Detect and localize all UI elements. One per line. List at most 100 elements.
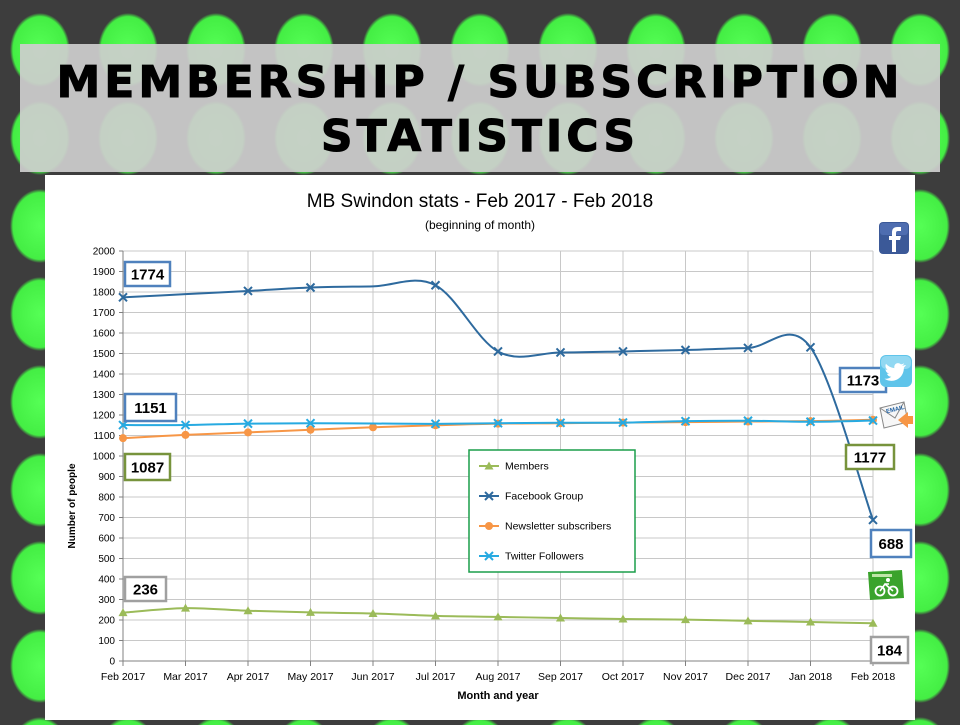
callout-layer: 1774 1151 1087 236 1173 1177 688 184 xyxy=(123,260,913,665)
x-axis-title: Month and year xyxy=(457,690,539,702)
data-point xyxy=(431,611,440,620)
facebook-icon xyxy=(879,222,909,254)
svg-text:EMAIL: EMAIL xyxy=(886,405,906,415)
legend: Members Facebook Group Newsletter subscrib… xyxy=(468,449,636,573)
data-point xyxy=(180,420,191,430)
data-point xyxy=(618,417,628,428)
line-chart: MB Swindon stats - Feb 2017 - Feb 2018 (… xyxy=(67,191,913,702)
series-facebook-group xyxy=(118,279,878,525)
email-icon: EMAIL xyxy=(878,398,914,432)
data-point xyxy=(618,614,628,623)
legend-box xyxy=(468,449,636,573)
value-callout-box xyxy=(869,635,910,665)
x-tick-label: Nov 2017 xyxy=(663,671,708,683)
y-tick-label: 1600 xyxy=(93,329,116,340)
data-point xyxy=(556,613,565,622)
value-callout-box xyxy=(838,366,888,394)
data-point xyxy=(805,342,816,353)
legend-label: Members xyxy=(505,461,549,473)
data-point xyxy=(430,419,441,429)
x-tick-label: Dec 2017 xyxy=(726,671,771,683)
chart-title: MB Swindon stats - Feb 2017 - Feb 2018 xyxy=(307,191,653,212)
value-callout-text: 688 xyxy=(878,536,903,553)
y-tick-label: 900 xyxy=(98,472,115,483)
legend-label: Facebook Group xyxy=(505,491,583,503)
y-tick-label: 1800 xyxy=(93,288,116,299)
x-tick-label: May 2017 xyxy=(287,671,333,683)
data-point xyxy=(305,418,316,428)
y-tick-label: 200 xyxy=(98,616,115,627)
y-tick-label: 1200 xyxy=(93,411,116,422)
data-point xyxy=(680,416,691,426)
data-point xyxy=(805,417,816,427)
legend-label: Newsletter subscribers xyxy=(505,521,611,533)
twitter-icon xyxy=(880,355,912,387)
data-point xyxy=(118,608,128,617)
chart-subtitle: (beginning of month) xyxy=(425,218,535,232)
y-tick-label: 2000 xyxy=(93,247,116,258)
y-tick-label: 0 xyxy=(109,657,115,668)
x-tick-label: Oct 2017 xyxy=(602,671,645,683)
data-point xyxy=(680,345,691,355)
data-point xyxy=(368,608,378,617)
legend-marker xyxy=(485,522,493,530)
y-tick-label: 700 xyxy=(98,513,115,524)
data-point xyxy=(493,346,503,357)
y-tick-label: 1900 xyxy=(93,267,116,278)
data-point xyxy=(618,346,628,357)
x-tick-label: Jun 2017 xyxy=(351,671,394,683)
data-point xyxy=(868,415,878,426)
data-point xyxy=(493,418,503,428)
data-point xyxy=(493,612,503,621)
value-callout-box xyxy=(123,260,172,288)
y-tick-label: 500 xyxy=(98,554,115,565)
data-point xyxy=(868,515,878,525)
data-point xyxy=(743,616,753,625)
data-point xyxy=(181,603,190,612)
y-tick-label: 300 xyxy=(98,595,115,606)
value-callout-text: 1173 xyxy=(847,373,880,390)
cycling-icon xyxy=(868,570,904,600)
data-point xyxy=(118,292,128,303)
value-callout-box xyxy=(123,392,178,423)
value-callout-box xyxy=(123,575,168,603)
series-members xyxy=(118,603,878,627)
data-point xyxy=(555,418,566,428)
data-point xyxy=(305,282,316,293)
value-callout-text: 184 xyxy=(877,643,903,660)
value-callout-text: 1087 xyxy=(131,460,164,477)
data-point xyxy=(868,618,878,627)
x-tick-label: Jul 2017 xyxy=(416,671,456,683)
data-point xyxy=(243,286,253,296)
data-point xyxy=(243,606,253,615)
x-tick-label: Sep 2017 xyxy=(538,671,583,683)
x-tick-label: Apr 2017 xyxy=(227,671,270,683)
data-point xyxy=(306,607,315,616)
value-callout-text: 1177 xyxy=(854,450,887,467)
data-point xyxy=(369,423,377,432)
y-tick-label: 600 xyxy=(98,534,115,545)
x-tick-label: Mar 2017 xyxy=(163,671,208,683)
y-tick-label: 1000 xyxy=(93,452,116,463)
series-line xyxy=(122,279,874,521)
data-point xyxy=(118,420,128,430)
banner-title-line-1: MEMBERSHIP / SUBSCRIPTION xyxy=(56,57,904,109)
data-point xyxy=(743,343,753,353)
value-callout-box xyxy=(844,443,896,471)
y-axis-title: Number of people xyxy=(67,463,78,548)
x-tick-label: Feb 2017 xyxy=(101,671,146,683)
y-tick-label: 100 xyxy=(98,636,115,647)
legend-marker xyxy=(484,551,494,561)
legend-marker xyxy=(484,461,494,470)
value-callout-text: 236 xyxy=(133,582,158,599)
y-tick-label: 1100 xyxy=(93,431,115,442)
data-point xyxy=(243,418,253,429)
data-point xyxy=(743,416,753,426)
legend-marker xyxy=(484,491,494,501)
data-point xyxy=(430,280,441,290)
series-twitter-followers xyxy=(118,415,878,430)
chart-panel: MB Swindon stats - Feb 2017 - Feb 2018 (… xyxy=(45,175,915,720)
data-point xyxy=(681,615,690,624)
value-callout-box xyxy=(123,452,172,482)
title-banner: MEMBERSHIP / SUBSCRIPTION STATISTICS xyxy=(20,44,940,172)
